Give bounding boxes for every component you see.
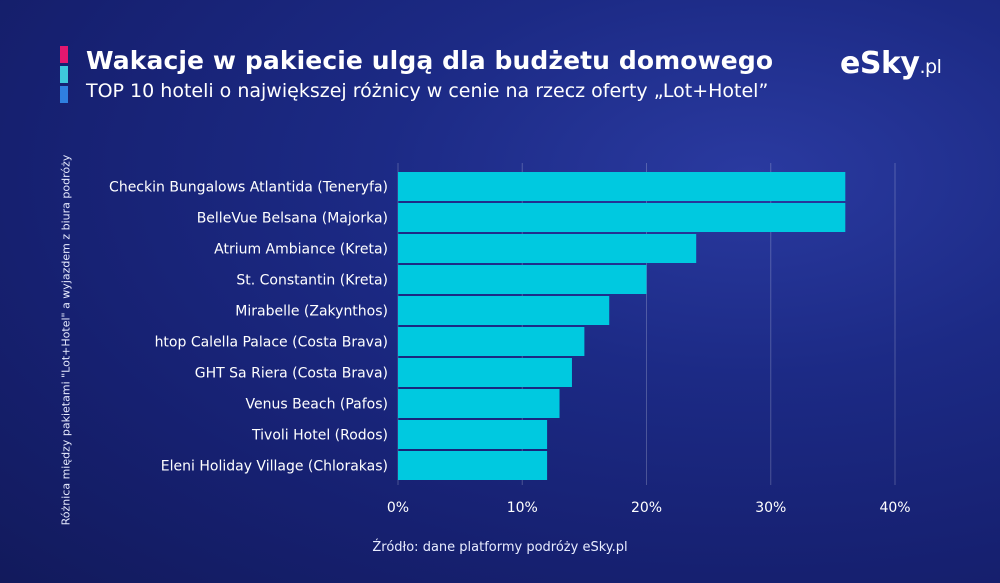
x-tick-label: 20% (631, 500, 662, 516)
bar (398, 451, 548, 480)
bar (398, 389, 560, 418)
logo-tld: .pl (919, 56, 942, 78)
bar (398, 327, 585, 356)
category-label: St. Constantin (Kreta) (236, 273, 388, 289)
category-label: BelleVue Belsana (Majorka) (197, 211, 388, 227)
bar (398, 358, 572, 387)
category-label: Venus Beach (Pafos) (245, 397, 388, 413)
bar (398, 420, 548, 449)
category-label: Checkin Bungalows Atlantida (Teneryfa) (109, 180, 388, 196)
x-tick-label: 30% (755, 500, 786, 516)
chart-title: Wakacje w pakiecie ulgą dla budżetu domo… (86, 46, 774, 75)
x-tick-label: 40% (879, 500, 910, 516)
category-label: htop Calella Palace (Costa Brava) (155, 335, 388, 351)
bar (398, 203, 846, 232)
category-label: Tivoli Hotel (Rodos) (251, 428, 388, 444)
accent-bar-blue (60, 86, 68, 103)
category-label: Mirabelle (Zakynthos) (235, 304, 388, 320)
category-label: Eleni Holiday Village (Chlorakas) (161, 459, 388, 475)
accent-bar-cyan (60, 66, 68, 83)
category-label: Atrium Ambiance (Kreta) (214, 242, 388, 258)
chart-subtitle: TOP 10 hoteli o największej różnicy w ce… (86, 80, 769, 102)
bar (398, 265, 647, 294)
source-note: Źródło: dane platformy podróży eSky.pl (372, 540, 628, 555)
bar (398, 296, 610, 325)
accent-bar-pink (60, 46, 68, 63)
category-label: GHT Sa Riera (Costa Brava) (195, 366, 388, 382)
esky-logo: eSky.pl (840, 46, 942, 81)
bar (398, 234, 697, 263)
bar (398, 172, 846, 201)
x-tick-label: 10% (507, 500, 538, 516)
logo-main: eSky (840, 46, 920, 81)
x-tick-label: 0% (387, 500, 409, 516)
